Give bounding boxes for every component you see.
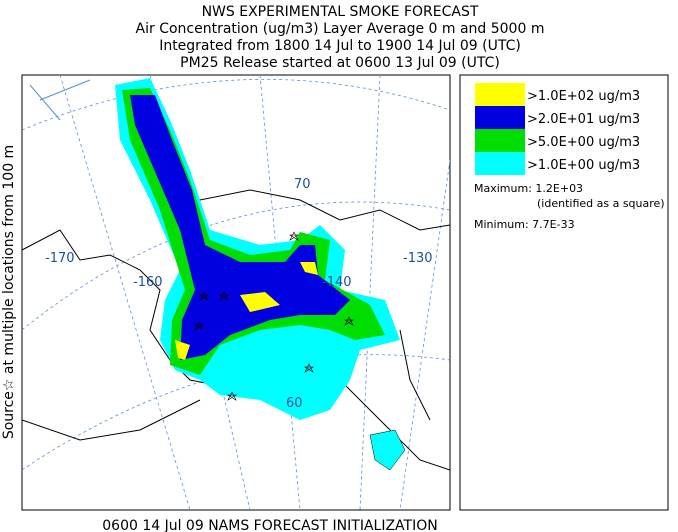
- subtitle: PM25 Release started at 0600 13 Jul 09 (…: [180, 55, 500, 71]
- legend-swatch: [475, 106, 525, 129]
- legend-label: >5.0E+00 ug/m3: [527, 135, 640, 150]
- map-label: -160: [133, 275, 163, 290]
- map-label: 60: [286, 396, 303, 411]
- map-label: -140: [322, 275, 352, 290]
- legend-swatch: [475, 129, 525, 152]
- footer: 0600 14 Jul 09 NAMS FORECAST INITIALIZAT…: [102, 518, 437, 532]
- map-label: -130: [403, 251, 433, 266]
- plume: [115, 78, 406, 471]
- maximum: Maximum: 1.2E+03: [474, 182, 583, 195]
- map-label: 70: [294, 177, 311, 192]
- legend-label: >1.0E+02 ug/m3: [527, 89, 640, 104]
- legend: Maximum: 1.2E+03 (identified as a square…: [459, 74, 669, 511]
- minimum: Minimum: 7.7E-33: [474, 218, 575, 231]
- legend-swatch: [475, 152, 525, 175]
- legend-label: >1.0E+00 ug/m3: [527, 158, 640, 173]
- legend-label: >2.0E+01 ug/m3: [527, 112, 640, 127]
- title: NWS EXPERIMENTAL SMOKE FORECAST: [202, 4, 479, 20]
- maximum-note: (identified as a square): [537, 197, 665, 210]
- subtitle: Integrated from 1800 14 Jul to 1900 14 J…: [159, 38, 521, 54]
- legend-swatch: [475, 83, 525, 106]
- side-label: Source☆ at multiple locations from 100 m: [1, 145, 17, 439]
- map-label: -170: [45, 251, 75, 266]
- subtitle: Air Concentration (ug/m3) Layer Average …: [136, 21, 545, 37]
- map: -170 -160 -140 -130 70 60: [21, 74, 451, 511]
